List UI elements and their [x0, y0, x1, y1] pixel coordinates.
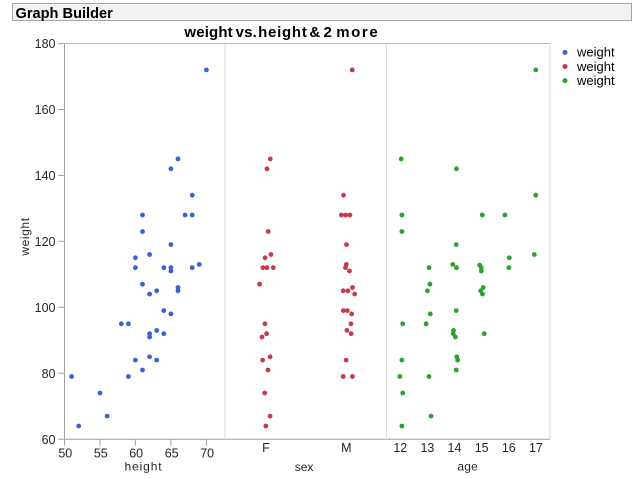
- svg-text:140: 140: [35, 169, 56, 183]
- svg-text:100: 100: [35, 301, 56, 315]
- svg-text:120: 120: [35, 235, 56, 249]
- svg-text:50: 50: [58, 447, 72, 461]
- svg-text:17: 17: [529, 441, 543, 455]
- svg-text:12: 12: [393, 441, 407, 455]
- svg-text:weight: weight: [576, 45, 615, 60]
- svg-text:60: 60: [42, 433, 56, 447]
- svg-text:80: 80: [42, 367, 56, 381]
- svg-text:65: 65: [165, 447, 179, 461]
- svg-text:15: 15: [475, 441, 489, 455]
- svg-text:vs.: vs.: [236, 24, 257, 41]
- svg-text:height: height: [258, 24, 308, 41]
- svg-text:weight: weight: [576, 73, 615, 88]
- svg-text:14: 14: [448, 441, 462, 455]
- svg-text:70: 70: [200, 447, 214, 461]
- svg-text:height: height: [124, 460, 162, 474]
- svg-text:age: age: [457, 460, 478, 474]
- svg-text:weight: weight: [183, 24, 232, 41]
- svg-text:weight: weight: [18, 217, 32, 256]
- svg-text:16: 16: [502, 441, 516, 455]
- svg-text:weight: weight: [576, 59, 615, 74]
- svg-text:sex: sex: [295, 460, 314, 474]
- svg-text:more: more: [336, 24, 379, 41]
- svg-text:F: F: [262, 441, 270, 455]
- svg-text:&: &: [309, 24, 320, 41]
- svg-text:Graph Builder: Graph Builder: [16, 6, 114, 22]
- svg-text:13: 13: [420, 441, 434, 455]
- svg-text:160: 160: [35, 103, 56, 117]
- svg-text:M: M: [341, 441, 351, 455]
- svg-text:180: 180: [35, 37, 56, 51]
- svg-text:55: 55: [94, 447, 108, 461]
- svg-text:60: 60: [129, 447, 143, 461]
- svg-text:2: 2: [324, 24, 333, 41]
